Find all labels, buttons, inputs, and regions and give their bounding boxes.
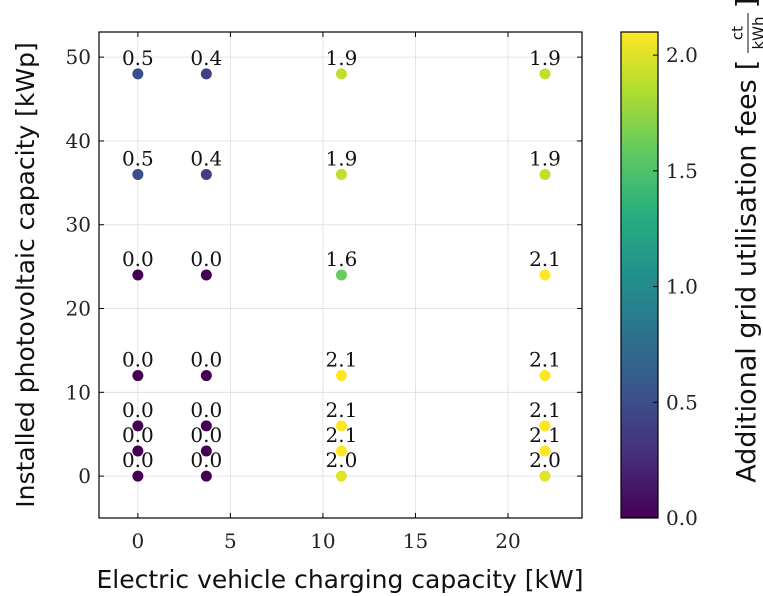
data-label: 0.5 bbox=[122, 46, 154, 70]
data-label: 2.1 bbox=[326, 398, 358, 422]
data-point bbox=[200, 445, 212, 457]
data-point bbox=[132, 370, 144, 382]
data-label: 1.6 bbox=[326, 247, 358, 271]
data-label: 0.0 bbox=[122, 423, 154, 447]
data-point bbox=[132, 168, 144, 180]
data-point bbox=[539, 420, 551, 432]
plot-area-frame bbox=[98, 31, 583, 519]
colorbar-tick-label: 1.0 bbox=[666, 275, 698, 299]
data-point bbox=[132, 68, 144, 80]
data-point bbox=[132, 470, 144, 482]
data-point bbox=[200, 470, 212, 482]
colorbar-title-group: Additional grid utilisation fees [ ct kW… bbox=[729, 0, 763, 483]
colorbar: 0.0 0.5 1.0 1.5 2.0 Additional grid utilisat… bbox=[620, 0, 763, 530]
data-label: 2.1 bbox=[529, 348, 561, 372]
x-tick-label: 5 bbox=[224, 529, 237, 553]
data-label: 0.0 bbox=[190, 247, 222, 271]
data-point bbox=[132, 269, 144, 281]
data-label: 0.0 bbox=[190, 348, 222, 372]
data-point bbox=[335, 370, 347, 382]
x-axis-title: Electric vehicle charging capacity [kW] bbox=[97, 565, 584, 594]
data-point bbox=[335, 470, 347, 482]
data-point bbox=[335, 168, 347, 180]
data-label: 2.1 bbox=[529, 398, 561, 422]
data-point bbox=[539, 370, 551, 382]
data-label: 2.1 bbox=[529, 247, 561, 271]
data-label: 0.4 bbox=[190, 46, 222, 70]
data-label: 1.9 bbox=[529, 146, 561, 170]
data-point bbox=[200, 420, 212, 432]
colorbar-unit-open-bracket: [ bbox=[732, 60, 763, 71]
data-point bbox=[200, 370, 212, 382]
data-point bbox=[132, 420, 144, 432]
data-point bbox=[132, 445, 144, 457]
x-tick-label: 10 bbox=[310, 529, 335, 553]
data-label: 0.0 bbox=[122, 448, 154, 472]
x-tick-label: 0 bbox=[131, 529, 144, 553]
data-point bbox=[335, 68, 347, 80]
y-tick-label: 50 bbox=[66, 45, 91, 69]
data-label: 1.9 bbox=[326, 146, 358, 170]
y-axis-title: Installed photovoltaic capacity [kWp] bbox=[11, 42, 40, 507]
colorbar-unit-denominator: kWh bbox=[750, 16, 763, 49]
data-point bbox=[200, 68, 212, 80]
data-point bbox=[200, 269, 212, 281]
data-point bbox=[539, 445, 551, 457]
data-label: 0.0 bbox=[122, 247, 154, 271]
data-label: 1.9 bbox=[529, 46, 561, 70]
y-tick-label: 20 bbox=[66, 297, 91, 321]
x-tick-label: 20 bbox=[495, 529, 520, 553]
x-tick-label: 15 bbox=[403, 529, 428, 553]
colorbar-tick-label: 1.5 bbox=[666, 159, 698, 183]
data-labels: 0.00.00.00.00.00.50.50.00.00.00.00.00.40… bbox=[122, 46, 561, 472]
colorbar-unit-close-bracket: ] bbox=[732, 0, 763, 8]
data-point bbox=[539, 68, 551, 80]
colorbar-tick-label: 2.0 bbox=[666, 43, 698, 67]
y-tick-label: 0 bbox=[78, 464, 91, 488]
data-point bbox=[335, 445, 347, 457]
colorbar-title: Additional grid utilisation fees bbox=[732, 79, 763, 483]
data-label: 2.1 bbox=[529, 423, 561, 447]
data-label: 0.5 bbox=[122, 146, 154, 170]
data-label: 2.0 bbox=[529, 448, 561, 472]
data-point bbox=[539, 168, 551, 180]
y-tick-label: 40 bbox=[66, 129, 91, 153]
data-point bbox=[539, 470, 551, 482]
data-label: 2.1 bbox=[326, 423, 358, 447]
data-point bbox=[335, 269, 347, 281]
data-label: 2.1 bbox=[326, 348, 358, 372]
data-label: 1.9 bbox=[326, 46, 358, 70]
data-label: 2.0 bbox=[326, 448, 358, 472]
data-points bbox=[132, 68, 551, 482]
data-label: 0.0 bbox=[122, 348, 154, 372]
colorbar-unit-numerator: ct bbox=[729, 26, 747, 40]
colorbar-tick-label: 0.0 bbox=[666, 506, 698, 530]
data-label: 0.4 bbox=[190, 146, 222, 170]
axis-ticks: 0 5 10 15 20 0 10 20 30 40 50 bbox=[66, 32, 582, 553]
data-point bbox=[539, 269, 551, 281]
colorbar-gradient bbox=[620, 31, 659, 519]
data-point bbox=[200, 168, 212, 180]
data-label: 0.0 bbox=[190, 423, 222, 447]
data-label: 0.0 bbox=[190, 448, 222, 472]
colorbar-tick-label: 0.5 bbox=[666, 390, 698, 414]
y-tick-label: 30 bbox=[66, 213, 91, 237]
y-tick-label: 10 bbox=[66, 380, 91, 404]
data-label: 0.0 bbox=[122, 398, 154, 422]
data-label: 0.0 bbox=[190, 398, 222, 422]
colorbar-ticks: 0.0 0.5 1.0 1.5 2.0 bbox=[653, 43, 698, 530]
data-point bbox=[335, 420, 347, 432]
